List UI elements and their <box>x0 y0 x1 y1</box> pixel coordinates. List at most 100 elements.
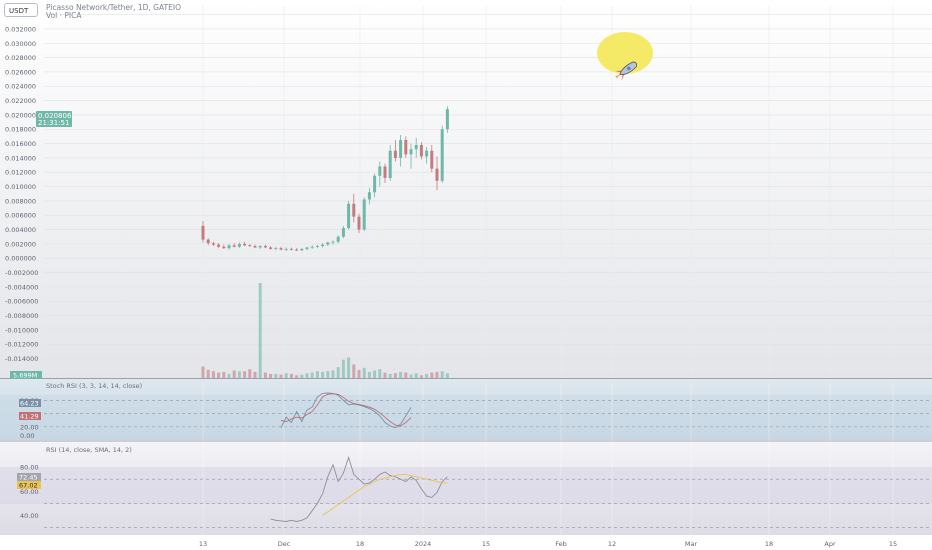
time-axis[interactable]: 13 Dec 18 2024 15 Feb 12 Mar 18 Apr 15 <box>199 540 897 548</box>
candle-body <box>341 228 345 237</box>
price-tick-label: 0.028000 <box>5 54 36 62</box>
price-tick-label: -0.006000 <box>5 298 38 306</box>
candle-body <box>232 245 236 247</box>
volume-bar <box>227 373 231 378</box>
volume-bar <box>331 370 335 378</box>
volume-bar <box>269 373 273 378</box>
candle-body <box>435 168 439 181</box>
candle-body <box>269 247 273 249</box>
volume-bar <box>315 371 319 378</box>
candle-body <box>217 244 221 247</box>
volume-bar <box>211 371 215 378</box>
volume-bar <box>352 364 356 378</box>
candle-body <box>414 145 418 150</box>
candle-body <box>279 248 283 250</box>
stoch-band <box>0 395 932 427</box>
volume-bar <box>279 374 283 378</box>
candle-body <box>373 175 377 193</box>
candle-body <box>367 192 371 200</box>
time-tick-label: Apr <box>824 540 836 548</box>
svg-text:67.02: 67.02 <box>19 482 38 490</box>
price-tick-label: 0.006000 <box>5 212 36 220</box>
candle-body <box>222 246 226 249</box>
candle-body <box>409 149 413 155</box>
price-tick-label: 0.002000 <box>5 240 36 248</box>
volume-bar <box>237 371 241 378</box>
volume-bar <box>440 371 444 378</box>
candle-body <box>211 243 215 245</box>
candle-body <box>336 236 340 242</box>
sun-circle <box>597 32 653 74</box>
rocket-icon <box>614 61 638 81</box>
time-tick-label: 18 <box>765 540 773 548</box>
price-tick-label: 0.018000 <box>5 126 36 134</box>
price-tick-label: 0.022000 <box>5 97 36 105</box>
price-tick-label: 0.020000 <box>5 111 36 119</box>
rsi-value-tag: 72.45 <box>17 473 41 482</box>
svg-text:72.45: 72.45 <box>19 474 38 482</box>
volume-tag: 5.699M <box>10 371 42 380</box>
volume-bar <box>258 283 262 378</box>
candle-body <box>237 243 241 247</box>
candle-body <box>258 246 262 248</box>
volume-bar <box>341 359 345 378</box>
price-tick-label: -0.008000 <box>5 312 38 320</box>
indicator-line-k <box>280 392 412 429</box>
volume-bar <box>414 373 418 378</box>
volume-bar <box>300 374 304 378</box>
rsi-grid <box>44 443 932 534</box>
time-tick-label: 2024 <box>415 540 432 548</box>
candle-body <box>425 150 429 157</box>
volume-bar <box>326 371 330 378</box>
candle-body <box>315 246 319 247</box>
price-tick-label: -0.014000 <box>5 355 38 363</box>
volume-bar <box>248 369 252 378</box>
price-axis[interactable]: 0.0340000.0320000.0300000.0280000.026000… <box>5 11 38 363</box>
rsi-title: RSI (14, close, SMA, 14, 2) <box>46 446 132 454</box>
stoch-d-tag: 41.29 <box>19 412 41 421</box>
volume-bar <box>232 370 236 378</box>
time-tick-label: 18 <box>356 540 364 548</box>
candle-body <box>289 248 293 250</box>
rsi-axis[interactable]: 80.00 60.00 40.00 <box>20 464 39 520</box>
price-tick-label: 0.008000 <box>5 197 36 205</box>
volume-bar <box>393 373 397 378</box>
time-tick-label: 15 <box>482 540 490 548</box>
volume-bar <box>201 366 205 378</box>
candle-body <box>352 203 356 217</box>
candle-body <box>430 150 434 169</box>
candle-body <box>331 241 335 243</box>
candle-body <box>284 248 288 250</box>
volume-bar <box>425 373 429 378</box>
volume-bar <box>321 371 325 378</box>
time-tick-label: 12 <box>608 540 616 548</box>
time-tick-label: 13 <box>199 540 207 548</box>
price-tick-label: -0.002000 <box>5 269 38 277</box>
symbol-title: Picasso Network/Tether, 1D, GATEIO <box>46 3 181 12</box>
candle-body <box>399 139 403 158</box>
volume-bar <box>274 373 278 378</box>
indicator-line-rsi <box>270 456 448 522</box>
candle-body <box>393 150 397 158</box>
candle-body <box>305 247 309 249</box>
candle-body <box>445 109 449 130</box>
price-tick-label: 0.010000 <box>5 183 36 191</box>
price-tick-label: 0.000000 <box>5 255 36 263</box>
price-tick-label: 0.024000 <box>5 83 36 91</box>
volume-bar <box>217 372 221 378</box>
currency-selector[interactable]: USDT <box>4 3 38 17</box>
volume-bar <box>409 374 413 378</box>
volume-bar <box>404 372 408 378</box>
candle-body <box>362 199 366 230</box>
candle-body <box>310 246 314 248</box>
rsi-band <box>0 467 932 504</box>
candle-body <box>440 129 444 181</box>
stoch-title: Stoch RSI (3, 3, 14, 14, close) <box>46 382 142 390</box>
candle-body <box>404 139 408 155</box>
price-tag: 0.020806 21:31:51 <box>36 111 72 127</box>
volume-bar <box>284 373 288 378</box>
volume-bar <box>419 375 423 378</box>
indicator-line-sma <box>322 473 448 516</box>
volume-bar <box>378 369 382 378</box>
